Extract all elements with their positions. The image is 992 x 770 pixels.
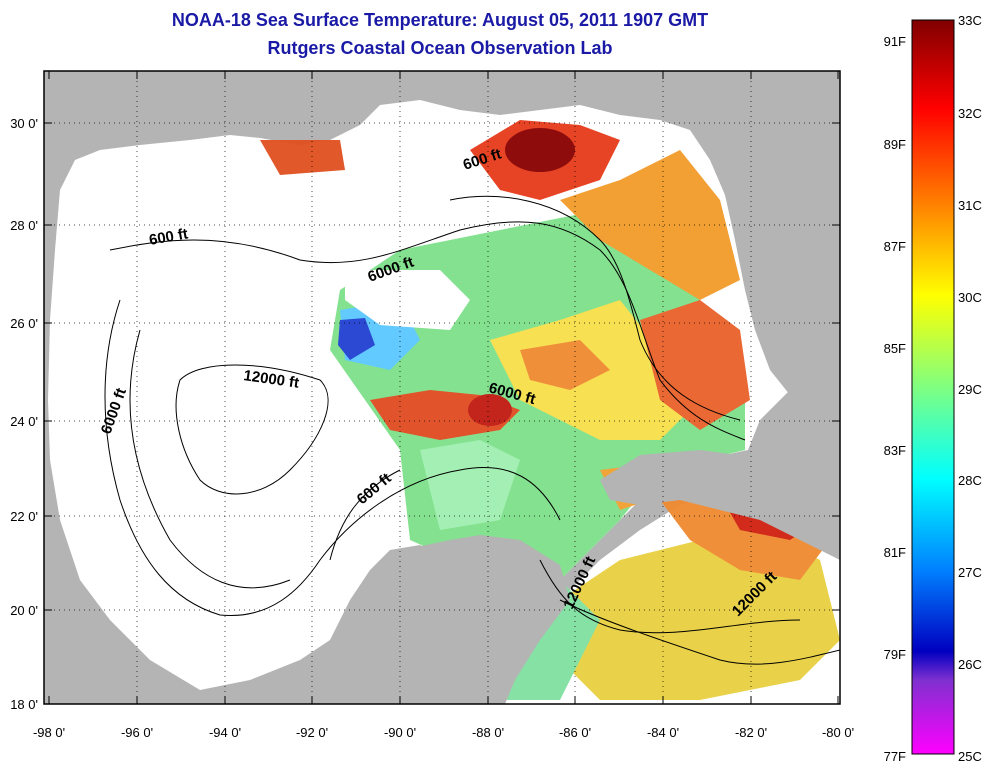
fahrenheit-label: 83F [884, 443, 906, 458]
celsius-label: 33C [958, 13, 982, 28]
lat-tick-label: 22 0' [10, 509, 38, 524]
fahrenheit-label: 85F [884, 341, 906, 356]
lon-tick-label: -88 0' [472, 725, 504, 740]
lon-tick-label: -98 0' [33, 725, 65, 740]
celsius-label: 26C [958, 657, 982, 672]
celsius-label: 31C [958, 198, 982, 213]
celsius-label: 29C [958, 382, 982, 397]
fahrenheit-label: 81F [884, 545, 906, 560]
fahrenheit-label: 87F [884, 239, 906, 254]
celsius-label: 28C [958, 473, 982, 488]
map-area: 600 ft 600 ft 6000 ft 12000 ft 6000 ft 6… [44, 71, 840, 704]
bathymetry-contours [104, 195, 840, 665]
tick-marks [44, 71, 840, 704]
lon-tick-label: -94 0' [209, 725, 241, 740]
fahrenheit-label: 77F [884, 749, 906, 764]
lon-tick-label: -80 0' [822, 725, 854, 740]
lon-tick-label: -92 0' [296, 725, 328, 740]
map-subtitle: Rutgers Coastal Ocean Observation Lab [267, 38, 613, 58]
celsius-label: 30C [958, 290, 982, 305]
colorbar [911, 19, 955, 755]
lat-tick-label: 28 0' [10, 218, 38, 233]
lon-tick-label: -82 0' [735, 725, 767, 740]
fahrenheit-label: 89F [884, 137, 906, 152]
fahrenheit-label: 91F [884, 34, 906, 49]
graticule [44, 71, 840, 704]
lon-tick-label: -86 0' [559, 725, 591, 740]
celsius-label: 25C [958, 749, 982, 764]
map-frame [43, 70, 841, 705]
colorbar-fahrenheit-labels: 91F 89F 87F 85F 83F 81F 79F 77F [884, 34, 906, 764]
cuba-land [600, 450, 840, 560]
longitude-labels: -98 0' -96 0' -94 0' -92 0' -90 0' -88 0… [33, 725, 854, 740]
lat-tick-label: 18 0' [10, 697, 38, 712]
sst-data [260, 120, 840, 700]
fahrenheit-label: 79F [884, 647, 906, 662]
celsius-label: 32C [958, 106, 982, 121]
contour-label: 600 ft [148, 225, 190, 249]
lat-tick-label: 20 0' [10, 603, 38, 618]
florida-land [690, 100, 840, 420]
lon-tick-label: -84 0' [647, 725, 679, 740]
yucatan-land [380, 535, 570, 704]
lat-tick-label: 24 0' [10, 414, 38, 429]
lat-tick-label: 26 0' [10, 316, 38, 331]
latitude-labels: 30 0' 28 0' 26 0' 24 0' 22 0' 20 0' 18 0… [10, 116, 38, 712]
colorbar-celsius-labels: 33C 32C 31C 30C 29C 28C 27C 26C 25C [958, 13, 982, 764]
celsius-label: 27C [958, 565, 982, 580]
map-title: NOAA-18 Sea Surface Temperature: August … [171, 10, 709, 30]
lat-tick-label: 30 0' [10, 116, 38, 131]
lon-tick-label: -90 0' [384, 725, 416, 740]
lon-tick-label: -96 0' [121, 725, 153, 740]
